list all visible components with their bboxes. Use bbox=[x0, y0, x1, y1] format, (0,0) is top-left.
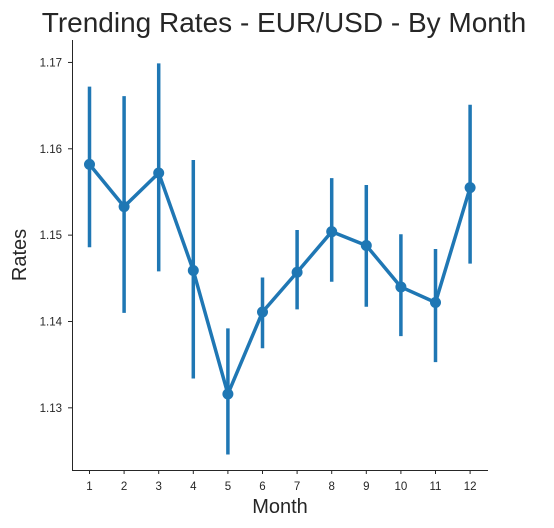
data-point bbox=[360, 240, 372, 252]
series-line bbox=[88, 163, 472, 396]
x-tick-label: 5 bbox=[225, 481, 231, 493]
data-points bbox=[84, 158, 476, 400]
y-tick-label: 1.16 bbox=[40, 144, 62, 156]
x-tick-label: 12 bbox=[464, 481, 477, 493]
x-tick-label: 6 bbox=[259, 481, 265, 493]
data-point bbox=[430, 296, 441, 308]
x-tick-label: 7 bbox=[294, 481, 300, 493]
x-tick-label: 3 bbox=[155, 481, 161, 493]
y-ticks: 1.13 1.14 1.15 1.16 1.17 bbox=[40, 57, 72, 415]
data-point bbox=[257, 306, 268, 318]
plot-area: 1.131.141.151.161.17 1 2 3 4 5 6 7 8 9 10 11 12 bbox=[40, 40, 488, 493]
x-tick-label: 1 bbox=[86, 481, 92, 493]
x-tick-label: 4 bbox=[190, 481, 197, 493]
y-axis-label: Rates bbox=[9, 229, 31, 281]
x-ticks: 1 2 3 4 5 6 7 8 9 10 11 12 bbox=[86, 470, 476, 493]
data-point bbox=[464, 182, 476, 194]
data-point bbox=[291, 266, 303, 278]
x-tick-label: 8 bbox=[328, 481, 334, 493]
data-point bbox=[153, 167, 165, 179]
y-tick-label: 1.13 bbox=[40, 403, 62, 415]
y-tick-label: 1.15 bbox=[40, 230, 62, 242]
x-axis-label: Month bbox=[252, 496, 308, 518]
error-bars bbox=[87, 63, 472, 455]
y-tick-label: 1.17 bbox=[40, 57, 62, 69]
chart-title: Trending Rates - EUR/USD - By Month bbox=[42, 7, 526, 38]
data-point bbox=[395, 281, 407, 293]
data-point bbox=[118, 201, 130, 213]
data-point bbox=[187, 265, 199, 277]
x-tick-label: 9 bbox=[363, 481, 369, 493]
y-tick-label: 1.14 bbox=[40, 316, 63, 328]
x-tick-label: 11 bbox=[430, 481, 442, 493]
data-point bbox=[326, 226, 338, 238]
x-tick-label: 10 bbox=[395, 481, 408, 493]
x-tick-label: 2 bbox=[121, 481, 127, 493]
data-point bbox=[222, 388, 234, 400]
data-point bbox=[84, 158, 95, 170]
